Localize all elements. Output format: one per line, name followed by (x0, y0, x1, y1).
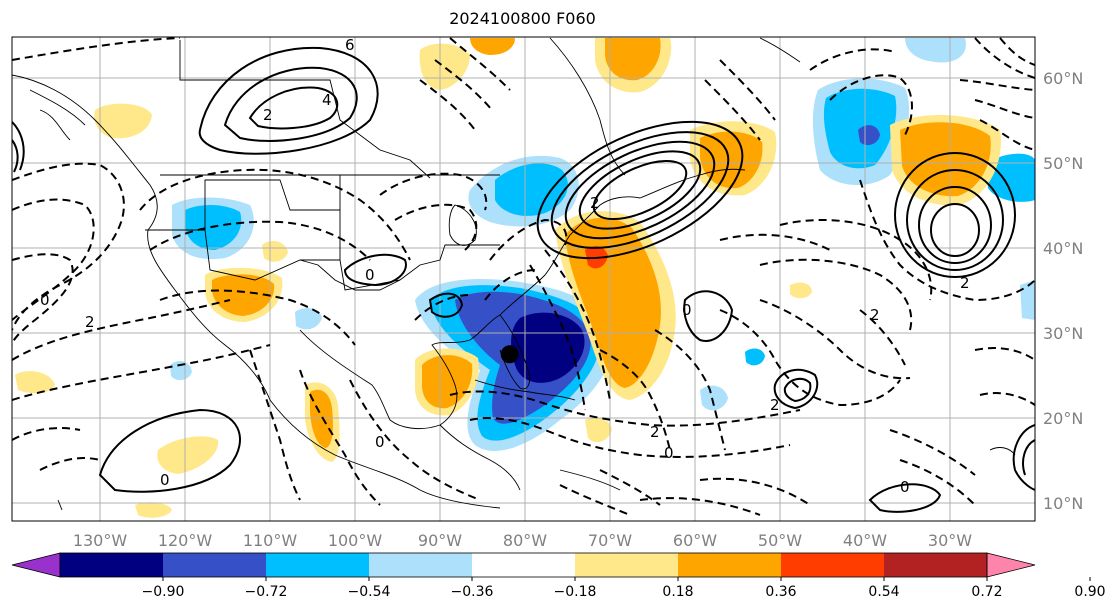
contour-label: 0 (40, 291, 50, 309)
contour-label: 0 (664, 444, 674, 462)
colorbar-label: 0.18 (662, 584, 693, 600)
colorbar-label: −0.72 (245, 584, 288, 600)
contour-label: 0 (900, 478, 910, 496)
colorbar-segment (60, 553, 164, 577)
storm-location-marker[interactable] (500, 345, 519, 364)
lat-tick-label: 20°N (1043, 409, 1083, 428)
map-title: 2024100800 F060 (449, 9, 596, 28)
colorbar-label: 0.72 (971, 584, 1002, 600)
colorbar-label: 0.54 (868, 584, 899, 600)
coastlines (12, 37, 1016, 511)
lat-tick-label: 30°N (1043, 324, 1083, 343)
map-frame (11, 36, 1036, 522)
lat-tick-label: 10°N (1043, 494, 1083, 513)
colorbar-label: −0.18 (554, 584, 597, 600)
contour-label: 0 (375, 433, 385, 451)
graticule (12, 37, 1035, 521)
colorbar-segment (781, 553, 885, 577)
colorbar: −0.90 −0.72 −0.54 −0.36 −0.18 0.18 0.36 0.54 0.7… (11, 552, 1105, 600)
map-plot-area: 0 2 4 6 2 0 2 0 2 0 0 2 2 0 2 0 (12, 36, 1035, 521)
contour-label: 2 (870, 306, 880, 324)
colorbar-segment (575, 553, 679, 577)
lon-tick-label: 90°W (418, 531, 462, 550)
contour-label: 0 (682, 301, 692, 319)
colorbar-label: 0.90 (1074, 584, 1105, 600)
contour-label: 2 (590, 194, 600, 212)
contour-label: 2 (770, 396, 780, 414)
colorbar-label: −0.90 (142, 584, 185, 600)
lat-tick-label: 40°N (1043, 239, 1083, 258)
lon-tick-label: 60°W (673, 531, 717, 550)
colorbar-segment (163, 553, 267, 577)
contour-labels: 0 2 4 6 2 0 2 0 2 0 0 2 2 0 2 0 (40, 36, 970, 496)
colorbar-segment (266, 553, 370, 577)
contour-label: 2 (650, 423, 660, 441)
colorbar-segment (369, 553, 473, 577)
lon-tick-label: 80°W (503, 531, 547, 550)
contour-label: 6 (345, 36, 355, 54)
lon-tick-label: 100°W (328, 531, 383, 550)
contour-label: 2 (85, 313, 95, 331)
colorbar-segment (678, 553, 782, 577)
lon-tick-label: 130°W (73, 531, 128, 550)
lon-tick-label: 70°W (588, 531, 632, 550)
longitude-ticks: 130°W 120°W 110°W 100°W 90°W 80°W 70°W 6… (73, 531, 972, 550)
colorbar-frame (59, 552, 988, 578)
lat-tick-label: 60°N (1043, 69, 1083, 88)
colorbar-label: 0.36 (765, 584, 796, 600)
lon-tick-label: 40°W (843, 531, 887, 550)
lat-tick-label: 50°N (1043, 154, 1083, 173)
lon-tick-label: 30°W (928, 531, 972, 550)
contour-label: 4 (322, 91, 332, 109)
colorbar-segment (884, 553, 988, 577)
colorbar-label: −0.36 (451, 584, 494, 600)
contour-label: 0 (160, 471, 170, 489)
lon-tick-label: 120°W (158, 531, 213, 550)
solid-contours (12, 46, 1035, 513)
colorbar-label: −0.54 (348, 584, 391, 600)
lon-tick-label: 50°W (758, 531, 802, 550)
contour-label: 0 (365, 266, 375, 284)
colorbar-segment (472, 553, 576, 577)
colorbar-extend-high (986, 552, 1036, 578)
negative-anomaly-dark (511, 312, 585, 383)
latitude-ticks: 60°N 50°N 40°N 30°N 20°N 10°N (1043, 69, 1083, 513)
contour-label: 2 (960, 274, 970, 292)
dashed-contours (12, 37, 1035, 516)
lon-tick-label: 110°W (243, 531, 298, 550)
colorbar-extend-low (11, 552, 61, 578)
contour-label: 2 (263, 106, 273, 124)
